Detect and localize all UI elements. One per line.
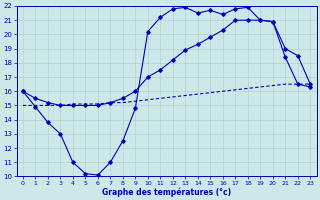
X-axis label: Graphe des températures (°c): Graphe des températures (°c) xyxy=(102,187,231,197)
